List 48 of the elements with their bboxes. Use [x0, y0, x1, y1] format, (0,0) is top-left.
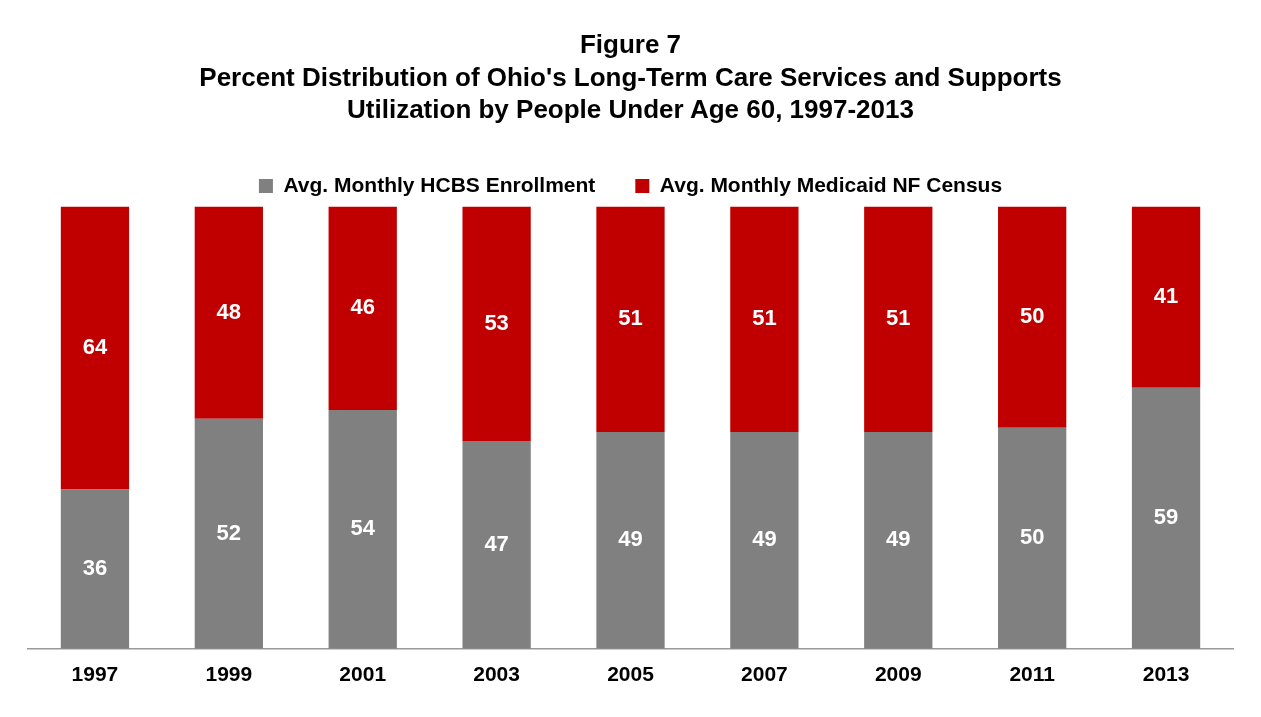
- bar: [194, 206, 263, 419]
- x-tick-label: 1999: [205, 662, 253, 686]
- data-label: 64: [82, 334, 108, 360]
- bar: [730, 206, 799, 433]
- bar: [194, 418, 263, 649]
- data-label: 49: [886, 526, 911, 552]
- bar: [596, 432, 665, 649]
- data-label: 50: [1019, 524, 1045, 550]
- bar: [60, 489, 130, 649]
- bar: [730, 432, 799, 649]
- x-tick-label: 2011: [1009, 662, 1056, 686]
- x-tick-label: 2007: [741, 662, 788, 686]
- data-label: 49: [752, 526, 777, 552]
- data-label: 47: [484, 530, 509, 556]
- data-label: 51: [618, 305, 643, 331]
- data-label: 53: [484, 309, 509, 335]
- x-tick-label: 1997: [71, 662, 119, 686]
- data-label: 54: [350, 515, 376, 541]
- data-label: 50: [1019, 303, 1045, 329]
- x-tick-label: 2003: [473, 662, 520, 686]
- data-label: 51: [886, 305, 911, 331]
- bar: [998, 206, 1067, 428]
- bar: [596, 206, 665, 433]
- bar: [864, 206, 933, 433]
- bar: [864, 432, 933, 649]
- data-label: 46: [350, 294, 375, 320]
- x-tick-label: 2013: [1142, 662, 1190, 686]
- legend-label: Avg. Monthly HCBS Enrollment: [283, 172, 596, 196]
- bar: [462, 440, 531, 649]
- bar: [1131, 387, 1201, 649]
- bar: [60, 206, 130, 490]
- x-tick-label: 2005: [607, 662, 655, 686]
- data-label: 52: [216, 519, 242, 545]
- data-label: 49: [618, 526, 643, 552]
- data-label: 51: [752, 305, 777, 331]
- bar: [462, 206, 531, 441]
- bar: [1131, 206, 1201, 388]
- data-label: 59: [1153, 504, 1179, 530]
- data-label: 48: [216, 298, 242, 324]
- x-tick-label: 2001: [339, 662, 387, 686]
- data-label: 36: [82, 555, 108, 581]
- data-label: 41: [1153, 283, 1179, 309]
- bar: [328, 409, 397, 649]
- bar: [328, 206, 397, 410]
- legend-label: Avg. Monthly Medicaid NF Census: [659, 172, 1003, 196]
- chart-title: Figure 7 Percent Distribution of Ohio's Long-Term Care Services and Supports Utilization by People Under Age 60, 1997-2013: [199, 29, 1062, 125]
- bar: [998, 427, 1067, 649]
- x-tick-label: 2009: [874, 662, 922, 686]
